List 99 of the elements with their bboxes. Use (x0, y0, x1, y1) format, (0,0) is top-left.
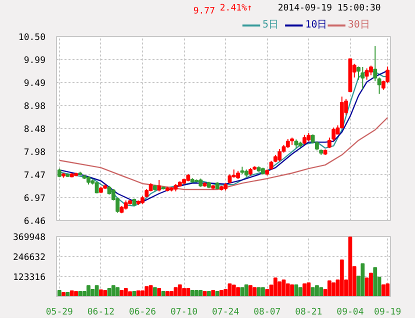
bar (207, 290, 211, 296)
bar (178, 284, 182, 296)
candlestick (157, 179, 162, 192)
y-tick-label: 8.98 (24, 102, 46, 112)
x-tick-label: 06-12 (87, 308, 114, 318)
y-tick-label: 6.46 (24, 217, 46, 227)
text: 2014-09-19 15:00:30 (278, 4, 381, 14)
bar (62, 292, 66, 296)
y-tick-label: 7.47 (24, 171, 46, 181)
y-tick-label: 8.48 (24, 125, 46, 135)
candlestick (286, 138, 290, 149)
bar (232, 284, 236, 296)
text: 9.77 (193, 6, 216, 16)
bar (190, 290, 194, 296)
bar (340, 260, 344, 296)
bar (302, 283, 306, 296)
candlestick (124, 200, 128, 210)
legend-label: 5日 (262, 20, 279, 30)
bar (132, 290, 136, 296)
y-tick-label: 123316 (12, 273, 46, 283)
bar (381, 284, 386, 296)
bar (202, 290, 207, 296)
x-tick-label: 06-26 (128, 308, 156, 318)
bar (261, 287, 265, 296)
bar (319, 287, 324, 296)
bar (140, 290, 144, 296)
bar (170, 290, 174, 296)
x-tick-label: 09-04 (336, 308, 364, 318)
bar (219, 290, 224, 296)
bar (298, 287, 302, 296)
bar (327, 280, 332, 296)
bar (290, 284, 294, 296)
y-tick-label: 10.50 (18, 33, 46, 43)
bar (236, 287, 240, 296)
bar (94, 285, 99, 296)
x-tick-label: 07-10 (170, 308, 198, 318)
bar (136, 290, 140, 296)
legend-label: 30日 (348, 20, 370, 30)
bar (369, 272, 373, 296)
bar (57, 290, 62, 296)
bar (332, 282, 336, 296)
text: 2.41%↑ (220, 4, 252, 14)
bar (315, 285, 319, 296)
bar (286, 283, 290, 296)
bar (211, 290, 216, 296)
x-tick-label: 05-29 (46, 308, 73, 318)
bar (294, 284, 298, 296)
candlestick (364, 68, 369, 80)
bar (194, 290, 198, 296)
candlestick (278, 148, 282, 162)
bar (306, 282, 311, 296)
bar (186, 288, 190, 296)
bar (74, 290, 78, 296)
bar (116, 287, 120, 296)
bar (153, 287, 157, 296)
bar (310, 287, 315, 296)
bar (240, 287, 244, 296)
candlestick (269, 160, 274, 170)
y-tick-label: 6.97 (24, 194, 46, 204)
bar (98, 289, 103, 296)
candlestick (360, 66, 365, 90)
bar (103, 290, 108, 296)
bar (256, 287, 261, 296)
bar (111, 285, 116, 296)
y-tick-label: 246632 (12, 253, 46, 263)
line-series (58, 116, 388, 190)
y-tick-label: 9.99 (24, 56, 46, 66)
bar (86, 285, 90, 296)
x-tick-label: 09-19 (374, 308, 402, 318)
bar (144, 286, 149, 296)
bar (198, 290, 203, 296)
y-tick-label: 7.98 (24, 148, 46, 158)
x-tick-label: 08-07 (254, 308, 281, 318)
bar (278, 281, 282, 296)
bar (244, 284, 248, 296)
candlestick (377, 76, 382, 94)
bar (252, 287, 257, 296)
bar (373, 267, 378, 296)
bar (182, 288, 186, 296)
x-tick-label: 07-24 (212, 308, 240, 318)
candlestick (369, 65, 373, 76)
legend-label: 10日 (305, 20, 328, 30)
bar (128, 291, 132, 296)
bar (386, 283, 390, 296)
bar (360, 263, 365, 296)
bar (90, 289, 95, 296)
bar (165, 290, 170, 296)
x-tick-label: 08-21 (295, 308, 322, 318)
candlestick (302, 134, 306, 145)
bar (78, 290, 82, 296)
y-tick-label: 9.49 (24, 79, 46, 89)
bar (273, 278, 278, 296)
y-tick-label: 369948 (12, 233, 46, 243)
bar (124, 288, 128, 296)
bar (70, 290, 74, 296)
candlestick (373, 46, 378, 82)
bar (248, 285, 252, 296)
bar (148, 285, 153, 296)
bar (157, 288, 162, 296)
